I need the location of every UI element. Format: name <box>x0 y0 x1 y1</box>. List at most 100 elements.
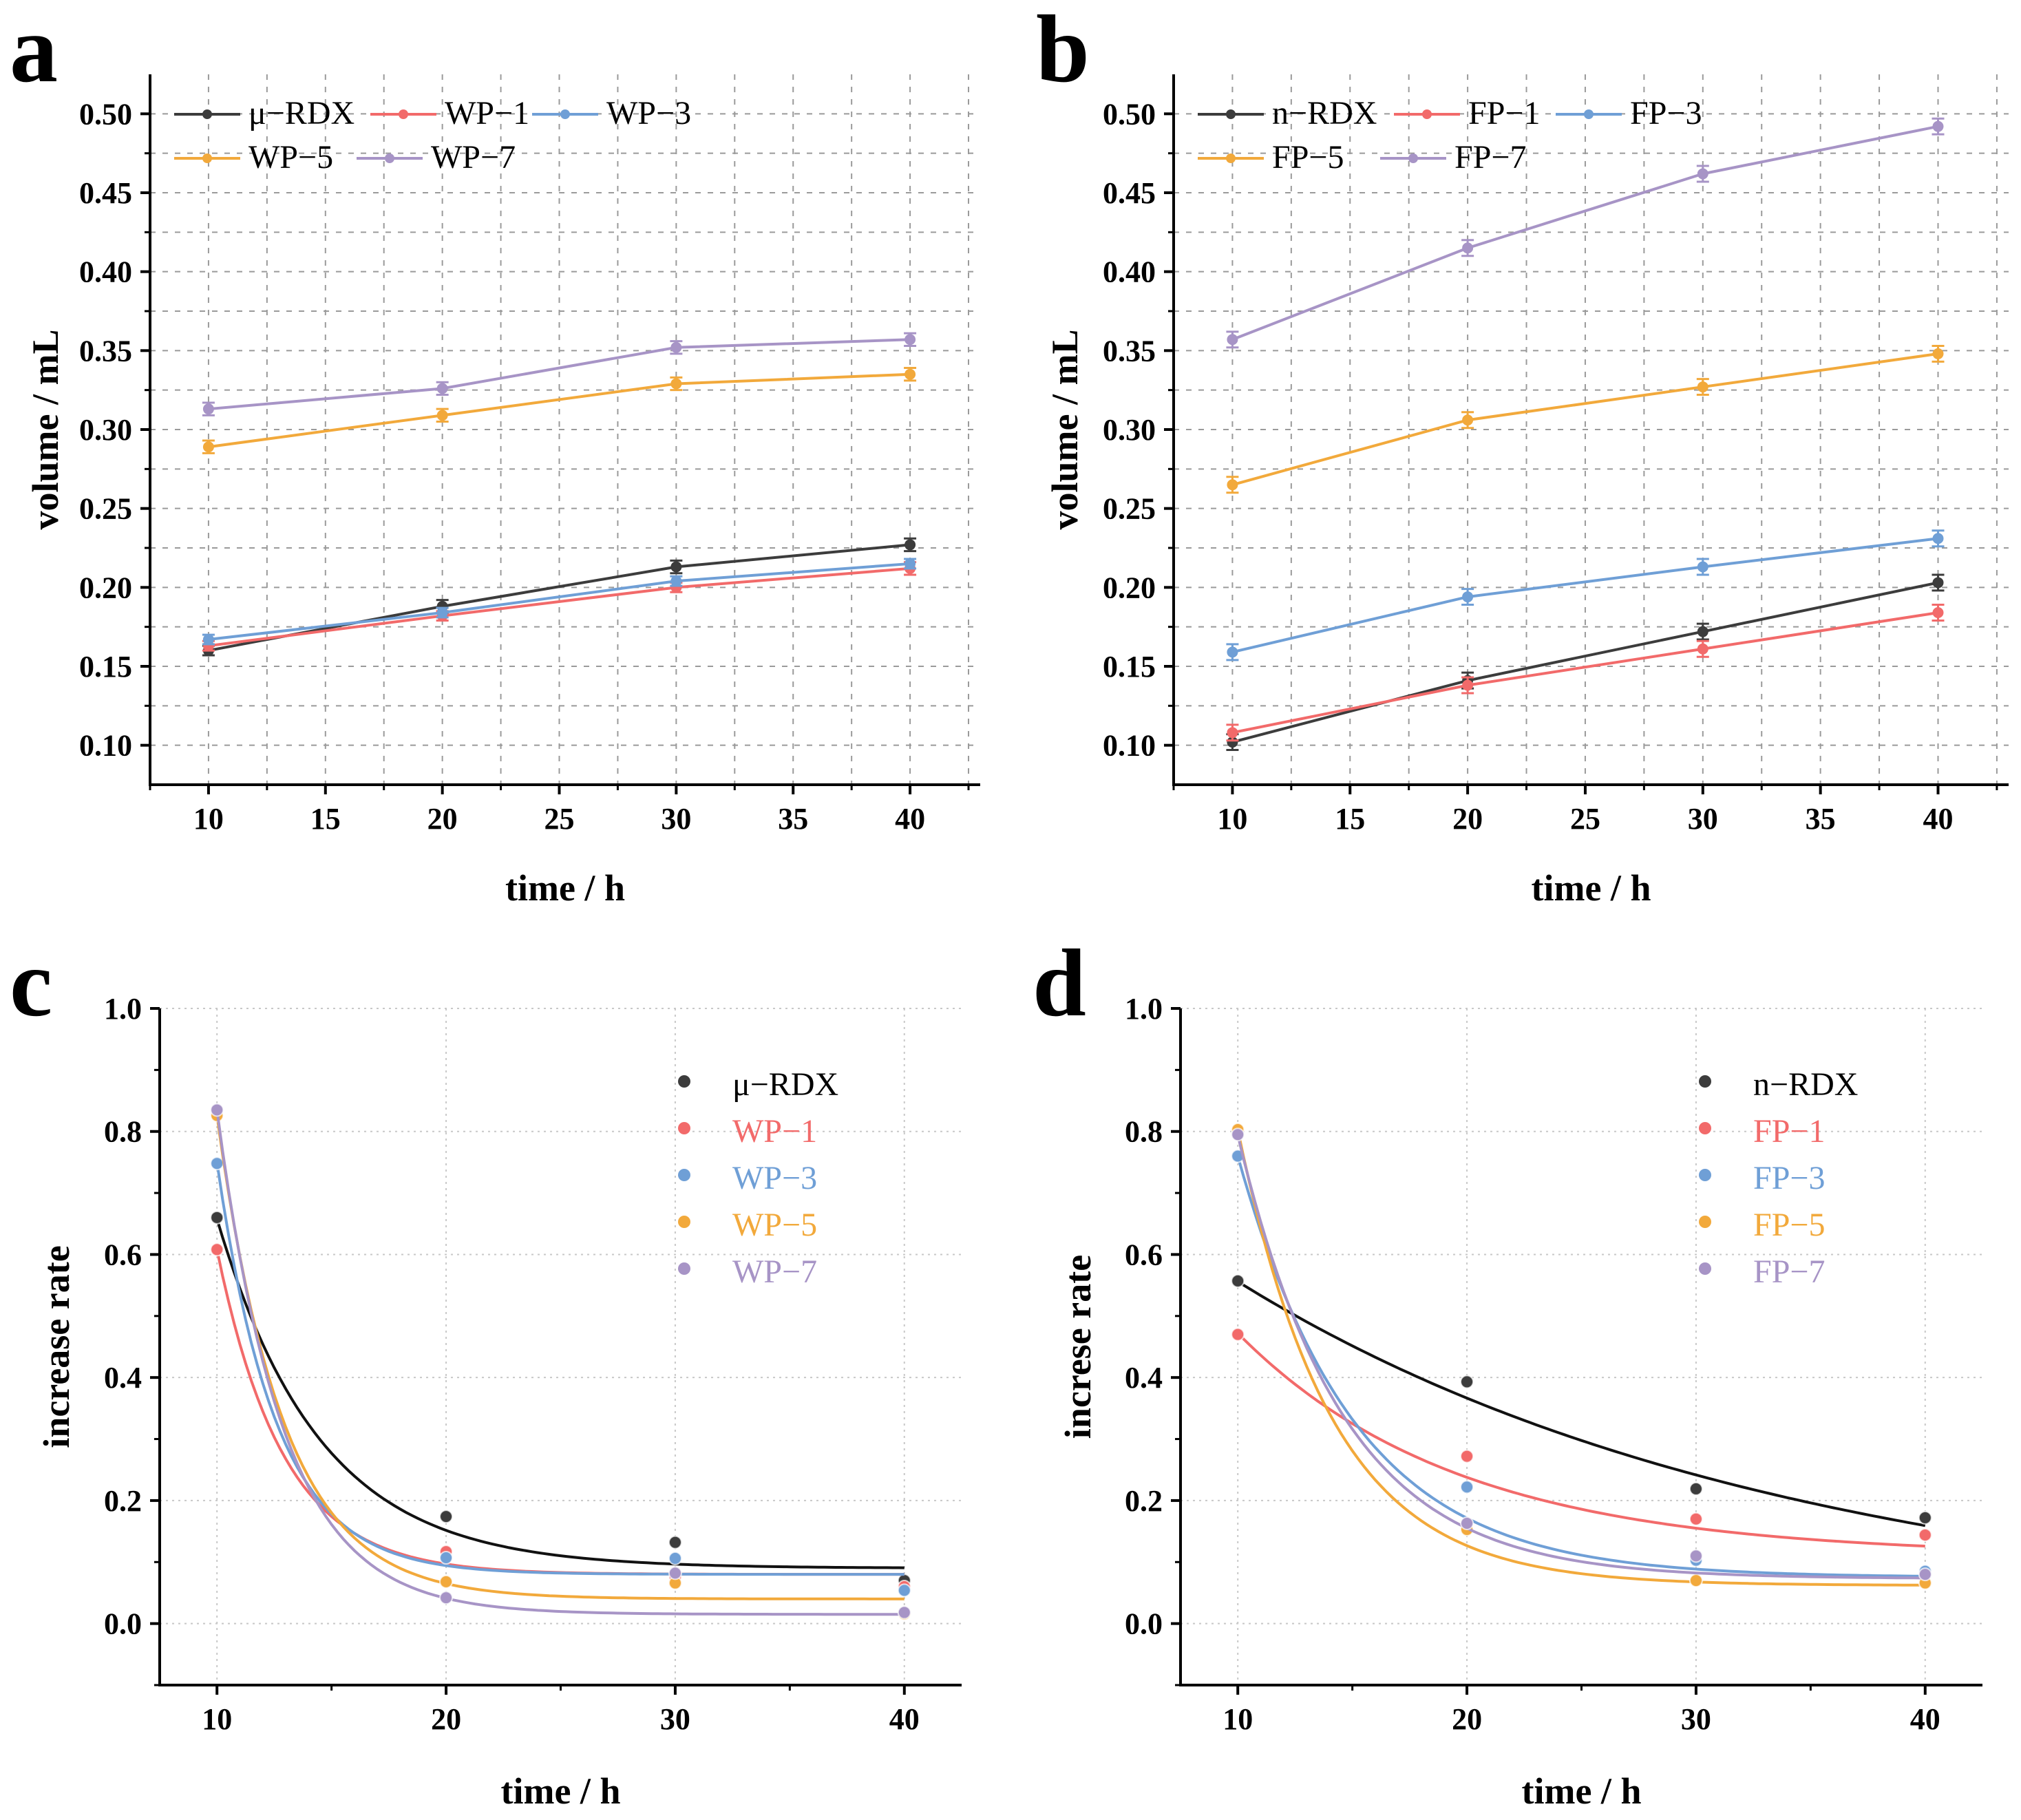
x-axis-title: time / h <box>505 867 625 909</box>
series-FP−5 <box>1226 344 1945 494</box>
x-tick-label: 10 <box>1223 1702 1253 1736</box>
data-point <box>897 1605 911 1620</box>
data-point <box>439 1574 454 1589</box>
legend-label: n−RDX <box>1272 95 1377 131</box>
data-point <box>670 341 682 353</box>
legend-marker <box>678 1169 690 1181</box>
x-tick-label: 30 <box>661 802 691 836</box>
fit-curve <box>1236 1129 1925 1587</box>
y-tick-label: 0.20 <box>1103 571 1156 604</box>
data-point <box>897 1583 911 1598</box>
fit-curve <box>1236 1134 1925 1580</box>
y-tick-label: 0.25 <box>1103 492 1156 526</box>
y-tick-label: 0.10 <box>1103 729 1156 763</box>
legend-label: FP−1 <box>1468 95 1540 131</box>
panel-b: b 0.10 0.15 0.20 0.25 0.30 0.35 0.40 0.45 0.50 10 1… <box>1036 0 2009 909</box>
legend-item: FP−1 <box>1394 95 1540 131</box>
fit-curve <box>215 1115 904 1600</box>
data-point <box>1932 533 1944 544</box>
data-point <box>436 383 448 394</box>
series-WP−7 <box>202 332 917 416</box>
x-tick-label: 30 <box>1688 802 1718 836</box>
legend-item: FP−5 <box>1699 1207 1825 1243</box>
data-point <box>1689 1512 1703 1526</box>
y-axis-title: increase rate <box>36 1245 77 1448</box>
series-WP−5 <box>210 1108 911 1621</box>
x-tick-label: 25 <box>1570 802 1600 836</box>
data-point <box>1227 646 1238 658</box>
legend-marker <box>678 1075 690 1088</box>
x-tick-label: 40 <box>895 802 925 836</box>
data-point <box>1689 1481 1703 1496</box>
legend-item: FP−5 <box>1198 139 1344 176</box>
y-axis-title: increse rate <box>1057 1255 1099 1439</box>
y-tick-label: 0.50 <box>79 97 132 131</box>
y-tick-label: 0.0 <box>1125 1607 1163 1641</box>
data-point <box>210 1156 224 1171</box>
x-tick-label: 10 <box>202 1702 232 1736</box>
legend-label: FP−5 <box>1753 1207 1825 1243</box>
data-point <box>202 403 214 415</box>
legend-item: μ−RDX <box>174 95 355 131</box>
grid <box>150 74 980 785</box>
x-tick-label: 15 <box>1335 802 1365 836</box>
fit-curve <box>1236 1332 1925 1548</box>
panel-letter-a: a <box>10 0 58 103</box>
series-FP−1 <box>1226 604 1945 742</box>
data-point <box>1932 120 1944 132</box>
series-FP−3 <box>1226 529 1945 662</box>
series-line <box>208 338 911 411</box>
series-WP−5 <box>202 367 917 454</box>
legend-marker <box>1699 1262 1711 1275</box>
x-tick-label: 30 <box>660 1702 690 1736</box>
x-tick-label: 20 <box>1452 1702 1482 1736</box>
legend-marker <box>1699 1122 1711 1134</box>
legend-label: n−RDX <box>1753 1066 1858 1103</box>
legend-item: WP−5 <box>678 1207 817 1243</box>
data-point <box>904 368 916 380</box>
y-tick-label: 0.40 <box>79 255 132 289</box>
series-line <box>208 372 911 449</box>
panel-a: a 0.10 0.15 0.20 0.25 0.30 0.35 0.40 0.45 0.50 10 1… <box>10 0 980 909</box>
data-point <box>1460 1375 1474 1389</box>
x-tick-label: 20 <box>431 1702 461 1736</box>
legend: n−RDX FP−1 FP−3 FP−5 FP−7 <box>1699 1066 1858 1290</box>
legend-label: FP−1 <box>1753 1113 1825 1150</box>
data-point <box>1460 1480 1474 1494</box>
series-n−RDX <box>1231 1273 1932 1527</box>
legend-label: FP−7 <box>1454 139 1526 176</box>
panel-letter-d: d <box>1033 930 1086 1037</box>
legend-marker <box>1226 109 1236 119</box>
legend-label: FP−7 <box>1753 1253 1825 1290</box>
legend-label: WP−3 <box>606 95 691 131</box>
data-point <box>439 1510 454 1524</box>
data-point <box>668 1566 682 1580</box>
data-point <box>1460 1449 1474 1463</box>
legend-item: FP−7 <box>1380 139 1526 176</box>
legend-item: WP−3 <box>532 95 691 131</box>
data-point <box>1231 1128 1245 1142</box>
series-FP−7 <box>1226 117 1945 349</box>
data-point <box>1697 168 1708 180</box>
legend-label: WP−3 <box>732 1160 817 1196</box>
data-point <box>1689 1549 1703 1563</box>
legend-marker <box>385 154 394 163</box>
y-tick-label: 0.35 <box>1103 334 1156 368</box>
data-point <box>1227 334 1238 346</box>
y-tick-label: 0.25 <box>79 492 132 526</box>
legend-item: n−RDX <box>1699 1066 1858 1103</box>
data-point <box>1231 1273 1245 1288</box>
series-WP−3 <box>202 558 917 646</box>
data-point <box>1227 479 1238 491</box>
x-tick-label: 30 <box>1681 1702 1711 1736</box>
data-point <box>1918 1510 1932 1525</box>
data-point <box>1689 1574 1703 1588</box>
series-line <box>208 543 911 653</box>
y-tick-label: 0.30 <box>79 413 132 447</box>
data-point <box>668 1551 682 1565</box>
legend-marker <box>678 1216 690 1228</box>
legend-item: FP−7 <box>1699 1253 1825 1290</box>
legend: n−RDX FP−1 FP−3 FP−5 FP−7 <box>1198 95 1702 176</box>
legend-marker <box>1408 154 1418 163</box>
legend-item: FP−1 <box>1699 1113 1825 1150</box>
